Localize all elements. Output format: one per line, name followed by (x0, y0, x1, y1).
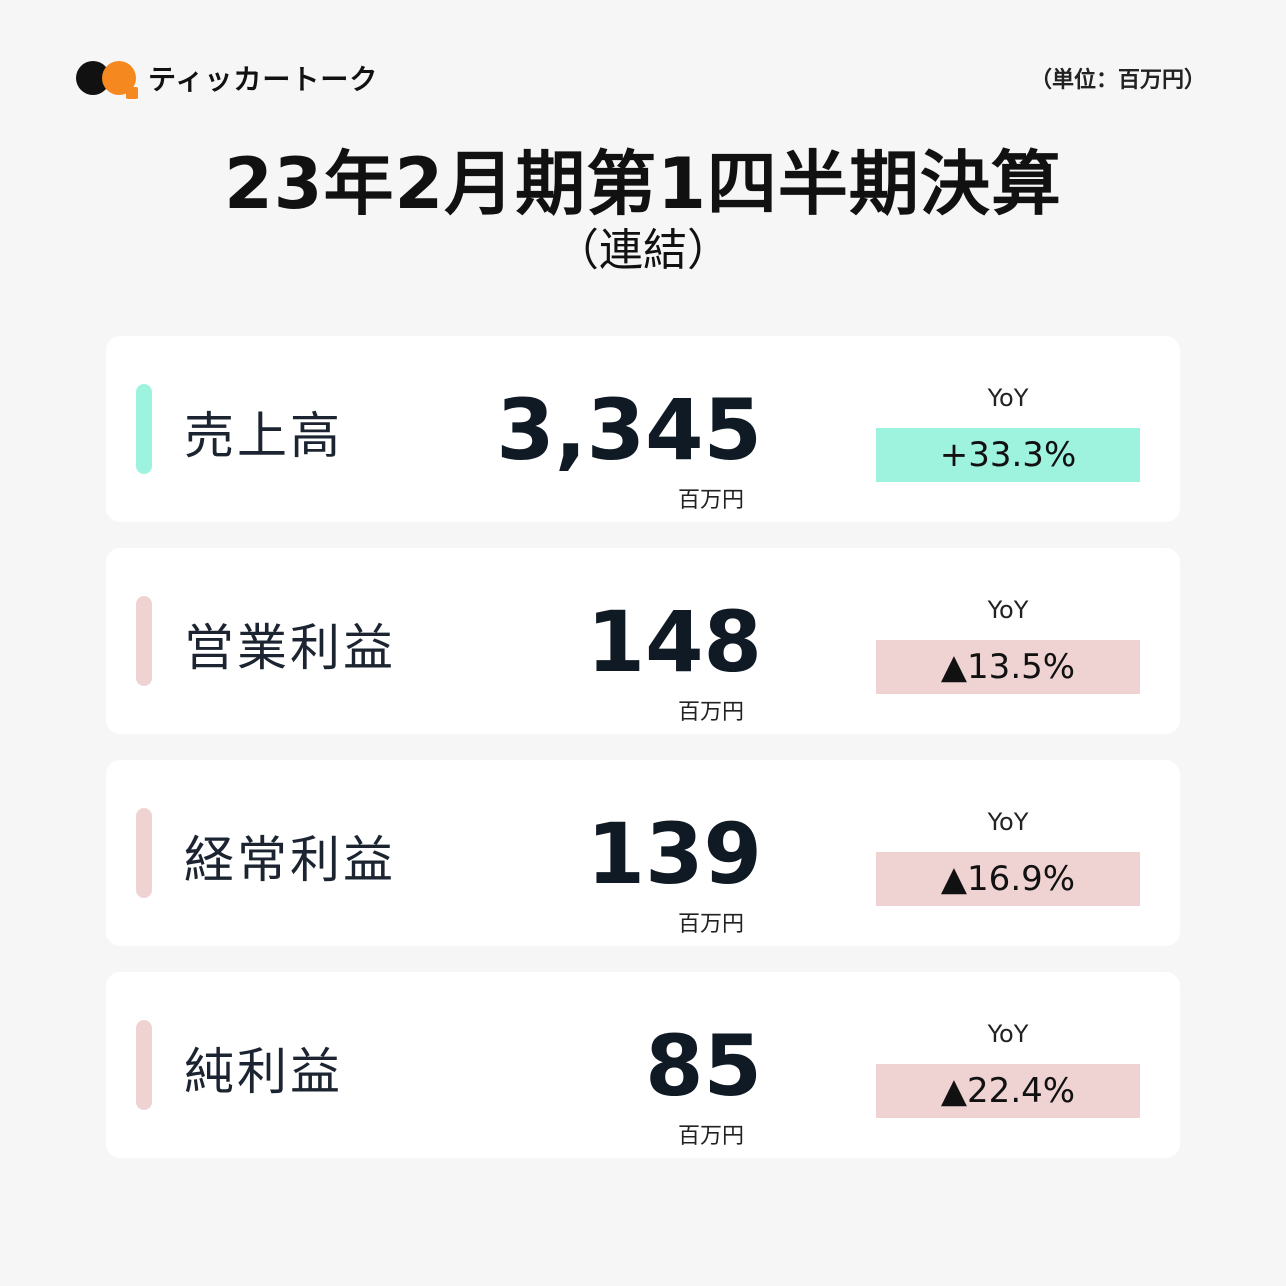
metric-accent-bar (136, 384, 152, 474)
metric-unit: 百万円 (678, 700, 745, 725)
yoy-badge: ▲22.4% (876, 1064, 1140, 1118)
metric-card-revenue: 売上高 3,345 百万円 YoY +33.3% (106, 336, 1180, 522)
yoy-label: YoY (987, 596, 1029, 624)
two-dots-speech-logo-icon (76, 58, 138, 99)
metric-unit: 百万円 (678, 1124, 745, 1149)
page-subtitle: （連結） (555, 225, 731, 276)
metric-value: 3,345 (496, 381, 762, 479)
metric-label: 経常利益 (184, 831, 396, 889)
metric-card-operating-profit: 営業利益 148 百万円 YoY ▲13.5% (106, 548, 1180, 734)
yoy-badge: ▲16.9% (876, 852, 1140, 906)
metric-value: 139 (586, 805, 762, 903)
unit-note: （単位：百万円） (1029, 68, 1206, 93)
metric-label: 営業利益 (184, 619, 396, 677)
yoy-badge: ▲13.5% (876, 640, 1140, 694)
metric-accent-bar (136, 1020, 152, 1110)
metric-label: 売上高 (184, 407, 343, 465)
yoy-badge: +33.3% (876, 428, 1140, 482)
metric-unit: 百万円 (678, 488, 745, 513)
metric-value: 85 (645, 1017, 762, 1115)
metric-accent-bar (136, 808, 152, 898)
metric-value: 148 (586, 593, 762, 691)
metric-card-ordinary-profit: 経常利益 139 百万円 YoY ▲16.9% (106, 760, 1180, 946)
metric-unit: 百万円 (678, 912, 745, 937)
metric-label: 純利益 (184, 1043, 343, 1101)
yoy-label: YoY (987, 384, 1029, 412)
yoy-label: YoY (987, 1020, 1029, 1048)
metric-card-net-profit: 純利益 85 百万円 YoY ▲22.4% (106, 972, 1180, 1158)
metric-accent-bar (136, 596, 152, 686)
page-title: 23年2月期第1四半期決算 (224, 143, 1062, 225)
brand: ティッカートーク (76, 58, 379, 99)
yoy-label: YoY (987, 808, 1029, 836)
brand-name: ティッカートーク (148, 63, 379, 96)
